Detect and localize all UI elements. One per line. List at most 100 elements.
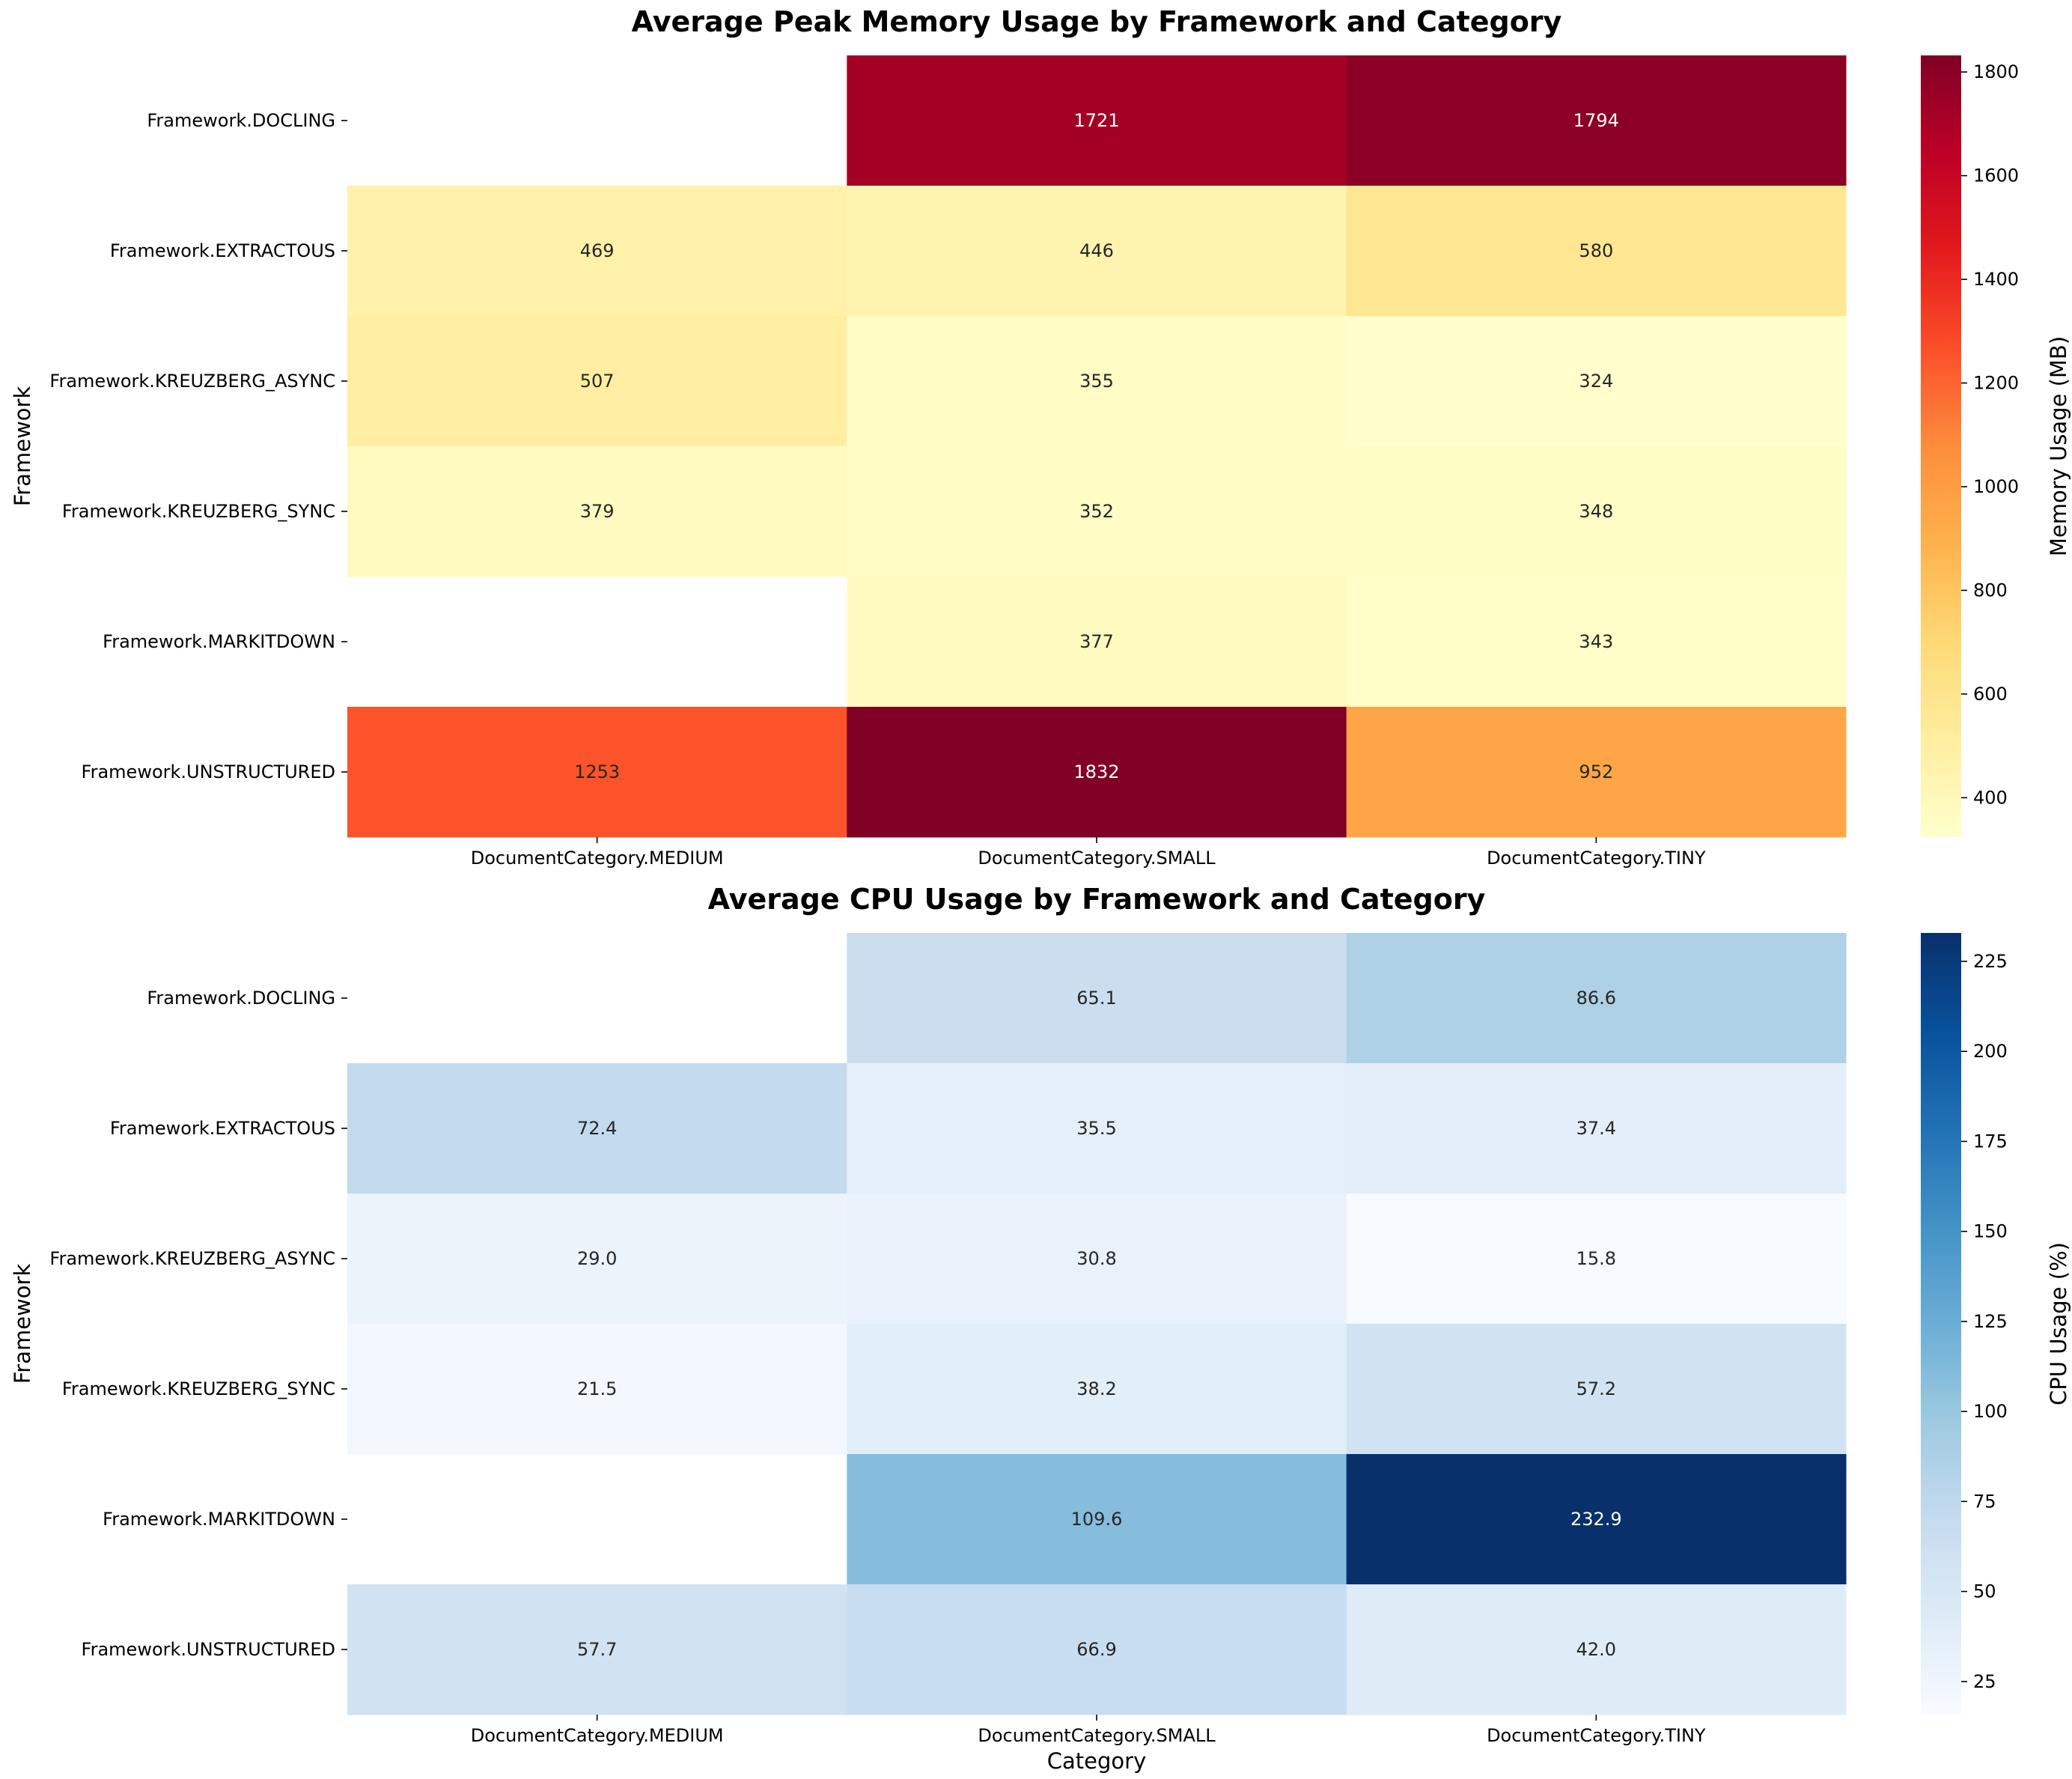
cpu-y-tick-label: Framework.KREUZBERG_ASYNC bbox=[49, 1248, 335, 1269]
cpu-x-tick-label: DocumentCategory.SMALL bbox=[978, 1725, 1216, 1746]
cpu-cell bbox=[847, 933, 1347, 1064]
memory-cell-label: 324 bbox=[1579, 371, 1613, 392]
cpu-cell bbox=[847, 1063, 1347, 1194]
cpu-colorbar-tick-label: 175 bbox=[1973, 1131, 2008, 1152]
memory-y-tick-label: Framework.KREUZBERG_SYNC bbox=[62, 501, 335, 522]
memory-y-tick-label: Framework.UNSTRUCTURED bbox=[82, 761, 335, 782]
cpu-cell-label: 30.8 bbox=[1076, 1248, 1116, 1269]
memory-y-tick-label: Framework.EXTRACTOUS bbox=[110, 240, 335, 261]
cpu-cell-label: 109.6 bbox=[1071, 1509, 1123, 1530]
memory-chart-title: Average Peak Memory Usage by Framework a… bbox=[632, 5, 1562, 38]
memory-cell-label: 446 bbox=[1079, 240, 1114, 261]
cpu-cell-label: 38.2 bbox=[1076, 1378, 1116, 1399]
memory-cell bbox=[1346, 186, 1847, 317]
cpu-x-tick-label: DocumentCategory.MEDIUM bbox=[471, 1725, 724, 1746]
cpu-cell bbox=[847, 1324, 1347, 1455]
memory-cell-label: 1253 bbox=[574, 761, 620, 782]
memory-cell-label: 379 bbox=[580, 501, 615, 522]
memory-x-tick-label: DocumentCategory.MEDIUM bbox=[471, 848, 724, 869]
cpu-cell bbox=[847, 1584, 1347, 1715]
memory-cell-label: 952 bbox=[1579, 761, 1613, 782]
memory-colorbar-tick-label: 400 bbox=[1973, 787, 2008, 808]
memory-cell bbox=[347, 316, 847, 447]
cpu-cell bbox=[347, 1193, 847, 1325]
memory-y-tick-label: Framework.MARKITDOWN bbox=[103, 631, 335, 652]
memory-y-tick-label: Framework.KREUZBERG_ASYNC bbox=[49, 371, 335, 392]
memory-cell-label: 580 bbox=[1579, 240, 1613, 261]
cpu-y-tick-label: Framework.DOCLING bbox=[147, 988, 335, 1009]
memory-colorbar-tick-label: 1400 bbox=[1973, 269, 2019, 290]
cpu-cell bbox=[1346, 1063, 1847, 1194]
memory-cell bbox=[347, 707, 847, 838]
cpu-cell-label: 72.4 bbox=[577, 1118, 617, 1139]
cpu-cell bbox=[1346, 933, 1847, 1064]
memory-cell-label: 352 bbox=[1079, 501, 1114, 522]
memory-cell-label: 1794 bbox=[1573, 110, 1619, 131]
cpu-cell bbox=[1346, 1584, 1847, 1715]
cpu-colorbar-tick-label: 150 bbox=[1973, 1221, 2008, 1242]
memory-colorbar-label: Memory Usage (MB) bbox=[2046, 336, 2071, 556]
cpu-cell-label: 29.0 bbox=[577, 1248, 617, 1269]
memory-cell-label: 507 bbox=[580, 371, 615, 392]
cpu-cell bbox=[847, 1454, 1347, 1585]
memory-cell-label: 355 bbox=[1079, 371, 1114, 392]
cpu-chart-title: Average CPU Usage by Framework and Categ… bbox=[708, 883, 1486, 916]
cpu-colorbar-tick-label: 25 bbox=[1973, 1671, 1996, 1692]
memory-y-tick-label: Framework.DOCLING bbox=[147, 110, 335, 131]
cpu-cell-label: 86.6 bbox=[1576, 988, 1616, 1009]
cpu-y-tick-label: Framework.KREUZBERG_SYNC bbox=[62, 1378, 335, 1399]
memory-cell bbox=[847, 577, 1347, 708]
cpu-y-tick-label: Framework.EXTRACTOUS bbox=[110, 1118, 335, 1139]
memory-cell bbox=[1346, 446, 1847, 577]
cpu-colorbar-tick-label: 225 bbox=[1973, 951, 2008, 972]
cpu-colorbar-tick-label: 200 bbox=[1973, 1041, 2008, 1062]
memory-colorbar-tick-label: 1200 bbox=[1973, 373, 2019, 394]
cpu-cell bbox=[1346, 1324, 1847, 1455]
memory-colorbar-tick-label: 1600 bbox=[1973, 165, 2019, 186]
cpu-cell-label: 42.0 bbox=[1576, 1639, 1616, 1660]
cpu-y-tick-label: Framework.MARKITDOWN bbox=[103, 1509, 335, 1530]
memory-cell-label: 348 bbox=[1579, 501, 1613, 522]
cpu-colorbar-tick-label: 75 bbox=[1973, 1491, 1996, 1512]
cpu-colorbar bbox=[1921, 933, 1961, 1715]
memory-cell bbox=[347, 186, 847, 317]
memory-cell bbox=[847, 55, 1347, 186]
cpu-cell-label: 66.9 bbox=[1076, 1639, 1116, 1660]
memory-x-tick-label: DocumentCategory.TINY bbox=[1487, 848, 1706, 869]
cpu-cell bbox=[347, 1063, 847, 1194]
memory-colorbar-tick-label: 600 bbox=[1973, 684, 2008, 705]
cpu-x-axis-label: Category bbox=[1047, 1748, 1146, 1774]
cpu-cell bbox=[347, 1324, 847, 1455]
cpu-cell-label: 57.2 bbox=[1576, 1378, 1616, 1399]
memory-colorbar-tick-label: 1800 bbox=[1973, 61, 2019, 82]
memory-colorbar-tick-label: 1000 bbox=[1973, 476, 2019, 497]
cpu-colorbar-label: CPU Usage (%) bbox=[2046, 1242, 2071, 1405]
memory-cell-label: 1721 bbox=[1073, 110, 1119, 131]
memory-cell bbox=[847, 186, 1347, 317]
memory-cell bbox=[1346, 316, 1847, 447]
memory-cell-label: 469 bbox=[580, 240, 615, 261]
memory-cell bbox=[847, 316, 1347, 447]
cpu-cell-label: 15.8 bbox=[1576, 1248, 1616, 1269]
memory-cell bbox=[847, 707, 1347, 838]
cpu-cell-label: 232.9 bbox=[1570, 1509, 1622, 1530]
memory-y-axis-label: Framework bbox=[10, 386, 35, 507]
cpu-cell bbox=[347, 1584, 847, 1715]
cpu-colorbar-tick-label: 100 bbox=[1973, 1401, 2008, 1422]
cpu-cell bbox=[847, 1193, 1347, 1325]
memory-x-tick-label: DocumentCategory.SMALL bbox=[978, 848, 1216, 869]
memory-cell-label: 343 bbox=[1579, 631, 1613, 652]
cpu-cell-label: 57.7 bbox=[577, 1639, 617, 1660]
memory-cell bbox=[1346, 577, 1847, 708]
memory-colorbar-tick-label: 800 bbox=[1973, 580, 2008, 600]
memory-cell bbox=[1346, 707, 1847, 838]
memory-cell bbox=[847, 446, 1347, 577]
cpu-y-tick-label: Framework.UNSTRUCTURED bbox=[82, 1639, 335, 1660]
memory-colorbar bbox=[1921, 55, 1961, 837]
memory-cell bbox=[347, 446, 847, 577]
cpu-cell-label: 21.5 bbox=[577, 1378, 617, 1399]
cpu-colorbar-tick-label: 50 bbox=[1973, 1581, 1996, 1602]
cpu-x-tick-label: DocumentCategory.TINY bbox=[1487, 1725, 1706, 1746]
cpu-cell-label: 37.4 bbox=[1576, 1118, 1616, 1139]
